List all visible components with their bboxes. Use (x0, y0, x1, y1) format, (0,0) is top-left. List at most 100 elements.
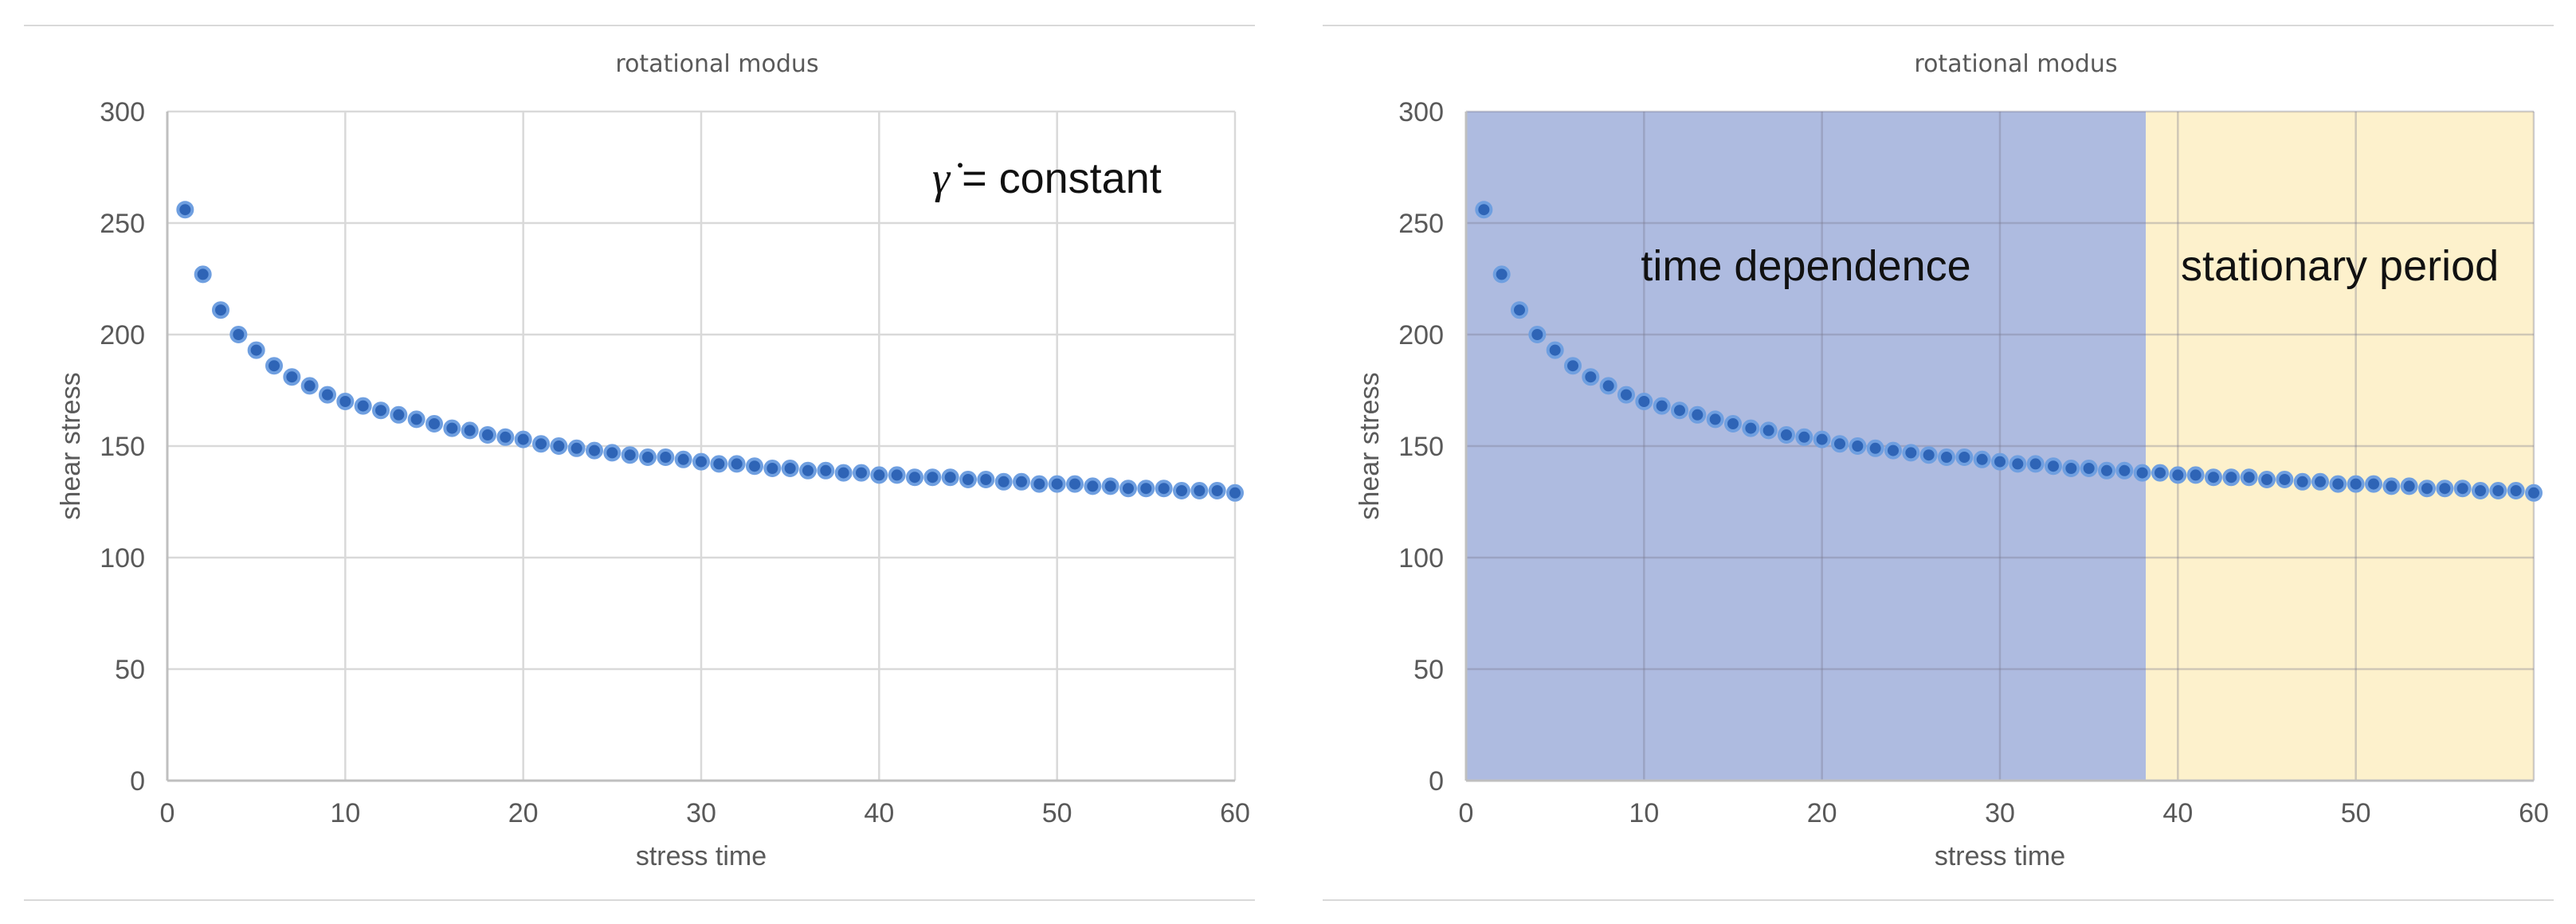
annotation-text: = constant (950, 155, 1162, 202)
x-tick-label: 20 (508, 798, 539, 828)
y-tick-label: 250 (100, 209, 145, 239)
x-axis-label: stress time (636, 841, 767, 871)
data-point (1635, 393, 1653, 410)
data-point (1528, 326, 1547, 343)
data-point (1173, 482, 1190, 499)
data-point (1582, 368, 1600, 386)
x-tick-label: 10 (1629, 798, 1659, 828)
data-point (1973, 450, 1991, 468)
data-point (176, 201, 194, 219)
data-point (1902, 444, 1920, 462)
x-tick-label: 30 (686, 798, 716, 828)
data-point (1564, 357, 1582, 375)
data-point (799, 461, 817, 480)
data-point (1671, 401, 1688, 420)
data-point (1492, 265, 1511, 284)
data-point (461, 421, 479, 440)
data-point (1991, 452, 2009, 471)
y-tick-label: 150 (1398, 432, 1444, 462)
data-point (2489, 482, 2507, 499)
data-point (1688, 405, 1707, 424)
x-tick-label: 40 (2162, 798, 2193, 828)
data-point (2472, 482, 2489, 499)
chart-title: rotational modus (1914, 50, 2117, 78)
data-point (2026, 455, 2045, 473)
data-point (443, 419, 461, 437)
x-tick-label: 20 (1807, 798, 1837, 828)
y-axis-label: shear stress (1355, 372, 1385, 519)
data-point (1919, 446, 1938, 464)
data-point (977, 471, 995, 488)
region-stationary-period (2146, 112, 2534, 781)
data-point (2133, 464, 2151, 482)
data-point (354, 397, 372, 415)
data-point (1546, 341, 1564, 359)
data-point (834, 464, 853, 482)
data-point (2186, 466, 2205, 484)
data-point (212, 301, 229, 319)
data-point (2329, 475, 2347, 493)
x-tick-label: 10 (330, 798, 360, 828)
data-point (853, 464, 870, 482)
data-point (496, 428, 515, 446)
data-point (870, 466, 888, 484)
data-point (1831, 435, 1849, 453)
x-tick-label: 0 (1459, 798, 1474, 828)
data-point (2400, 477, 2418, 495)
data-point (1226, 484, 1244, 502)
data-point (247, 341, 265, 359)
data-point (229, 326, 248, 343)
data-point (1955, 448, 1974, 466)
data-point (1617, 386, 1635, 404)
data-point (372, 401, 390, 420)
data-point (2240, 468, 2258, 487)
y-tick-label: 0 (130, 766, 145, 797)
region-label-stationary-period: stationary period (2181, 242, 2499, 290)
data-point (2525, 484, 2543, 502)
x-tick-label: 50 (2341, 798, 2371, 828)
data-point (2293, 472, 2311, 491)
data-point (1778, 426, 1795, 444)
y-tick-label: 0 (1429, 766, 1444, 797)
data-point (959, 471, 977, 488)
data-point (941, 468, 959, 487)
scatter-chart-left: 0 10 20 30 40 50 60 0 50 100 150 200 250 300 rotationa… (24, 25, 1255, 901)
data-point (1849, 437, 1867, 455)
data-point (2507, 482, 2525, 499)
data-point (1013, 472, 1030, 491)
x-tick-label: 60 (2519, 798, 2549, 828)
data-point (2418, 480, 2436, 498)
data-point (2045, 457, 2062, 476)
data-point (923, 468, 942, 487)
y-tick-label: 200 (1398, 320, 1444, 350)
data-point (2098, 461, 2115, 480)
data-point (2205, 468, 2222, 487)
data-point (265, 357, 283, 375)
x-tick-label: 40 (864, 798, 894, 828)
data-point (2347, 475, 2365, 493)
data-point (1137, 480, 1155, 498)
data-point (639, 448, 657, 466)
data-point (781, 460, 799, 477)
data-point (550, 437, 568, 455)
data-point (906, 468, 923, 487)
y-tick-label: 300 (100, 97, 145, 127)
data-point (1066, 475, 1084, 493)
data-point (586, 441, 603, 460)
data-point (194, 265, 212, 284)
data-point (888, 466, 906, 484)
region-label-time-dependence: time dependence (1641, 242, 1970, 290)
y-axis-label: shear stress (56, 372, 86, 519)
y-tick-label: 100 (1398, 543, 1444, 574)
region-time-dependence (1466, 112, 2147, 781)
data-point (1030, 475, 1049, 493)
data-point (1511, 301, 1528, 319)
data-point (1742, 419, 1760, 437)
scatter-chart-right: 0 10 20 30 40 50 60 0 50 100 150 200 250 300 rotationa… (1323, 25, 2554, 901)
data-point (532, 435, 550, 453)
y-tick-label: 150 (100, 432, 145, 462)
data-point (1119, 480, 1137, 498)
data-point (674, 450, 692, 468)
data-point (2080, 460, 2098, 477)
y-tick-label: 200 (100, 320, 145, 350)
